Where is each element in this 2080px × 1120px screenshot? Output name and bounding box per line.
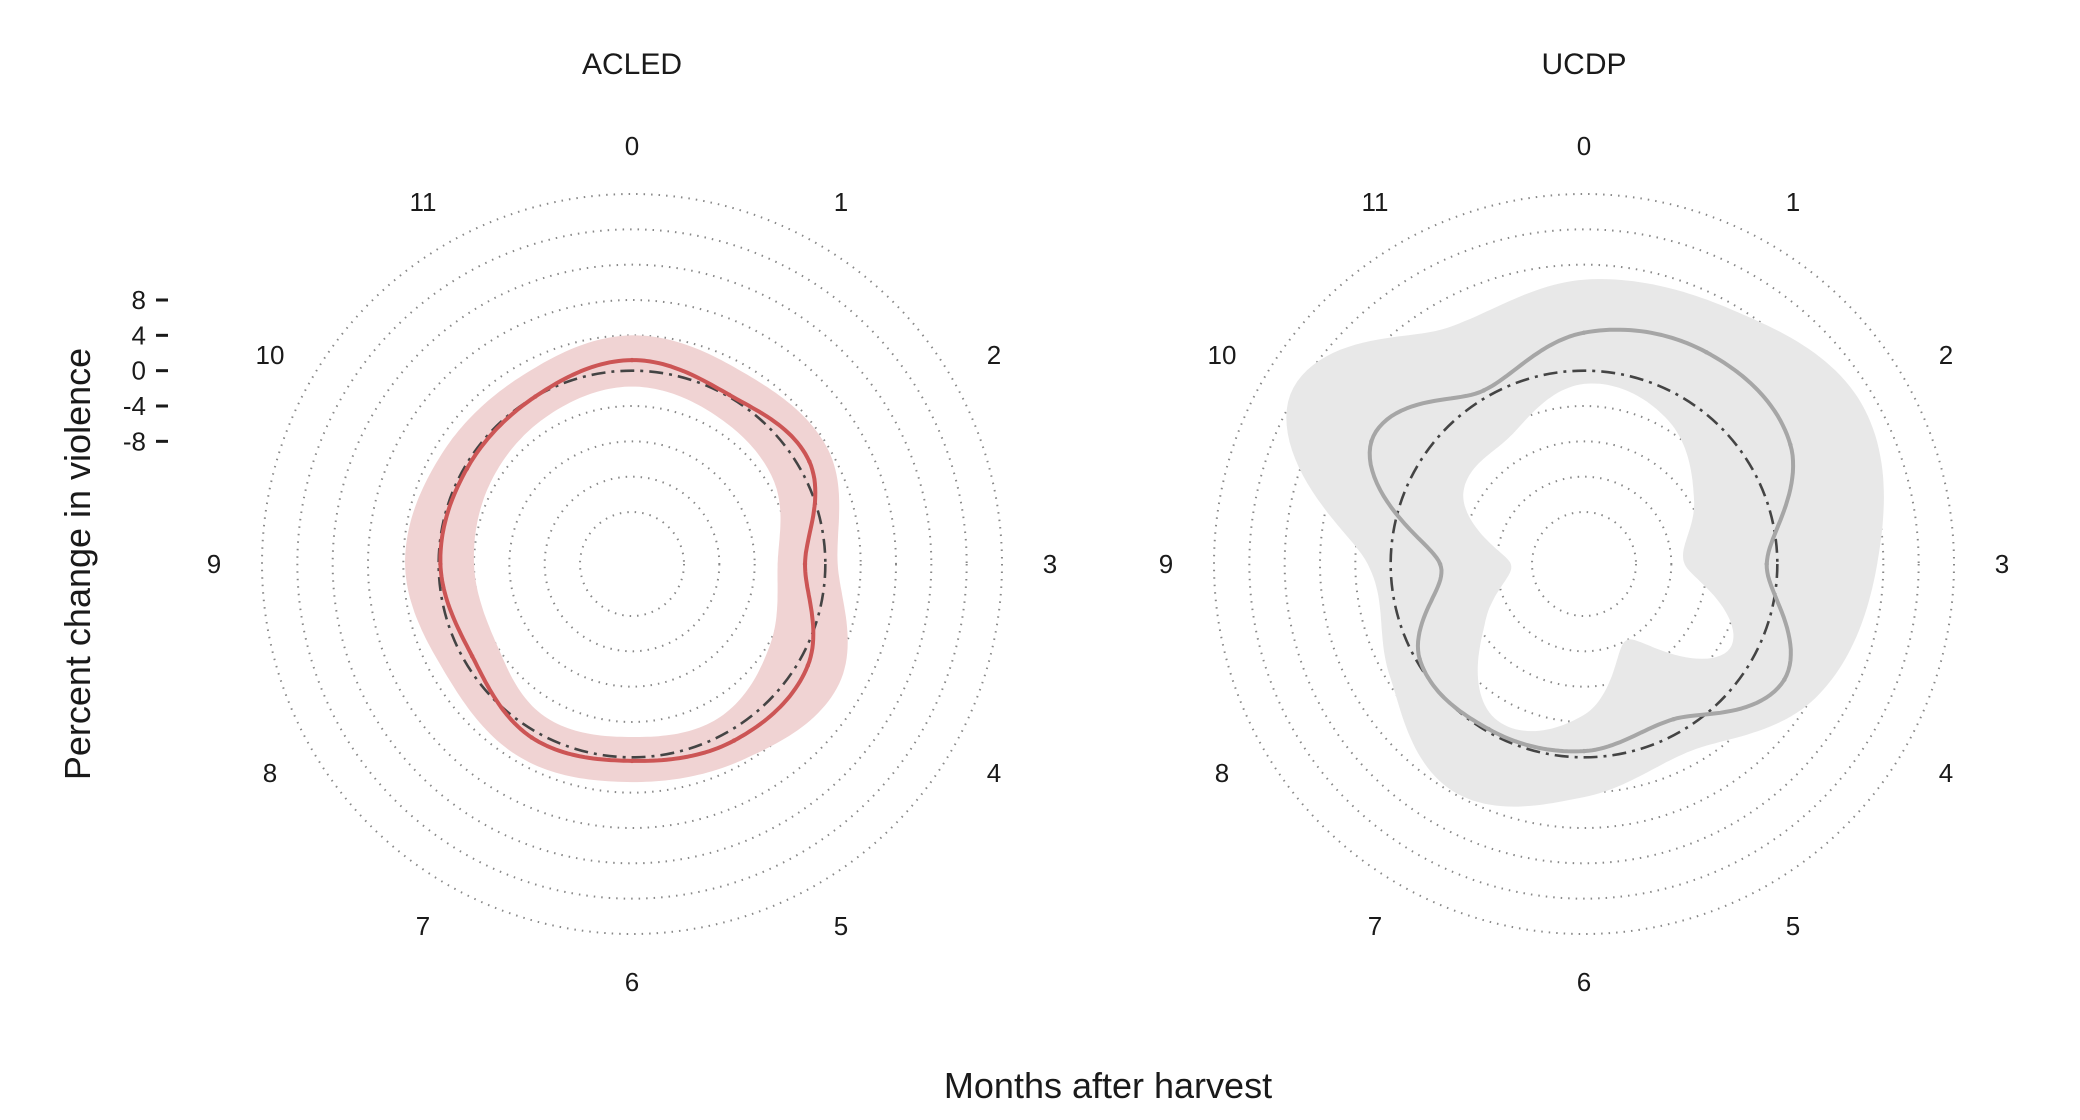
acled-month-label-9: 9 (207, 549, 221, 579)
acled-point-month-6 (629, 758, 635, 764)
ucdp-grid-ring (1213, 193, 1955, 935)
acled-month-label-3: 3 (1043, 549, 1057, 579)
acled-point-month-2 (807, 459, 812, 464)
y-tick-group: 8 4 0 -4 -8 (123, 285, 168, 456)
ucdp-confidence-band (1286, 279, 1884, 807)
ucdp-month-label-6: 6 (1577, 967, 1591, 997)
ucdp-month-label-11: 11 (1362, 187, 1389, 217)
ucdp-month-label-0: 0 (1577, 131, 1591, 161)
acled-grid-ring (261, 193, 1003, 935)
acled-panel-title: ACLED (582, 48, 682, 81)
ucdp-point-month-11 (1481, 388, 1487, 393)
ucdp-month-label-4: 4 (1939, 758, 1953, 788)
y-axis: Percent change in violence 8 4 0 -4 -8 (57, 285, 168, 780)
acled-panel: ACLED 0 1 2 3 4 5 6 7 8 9 10 11 (207, 48, 1057, 997)
acled-grid-ring (402, 334, 862, 794)
acled-point-month-8 (470, 654, 475, 659)
acled-confidence-band (405, 335, 848, 783)
acled-zero-reference-line (437, 369, 827, 759)
ucdp-panel: UCDP 0 1 2 3 4 5 6 7 8 9 10 11 (1159, 48, 2009, 997)
ucdp-zero-reference-line (1389, 369, 1779, 759)
ucdp-month-label-7: 7 (1368, 911, 1382, 941)
ucdp-point-month-8 (1417, 656, 1422, 662)
ucdp-point-month-10 (1369, 439, 1374, 444)
ucdp-point-month-3 (1764, 561, 1769, 567)
y-tick-label: -4 (123, 391, 146, 421)
acled-grid-ring (331, 263, 933, 865)
acled-month-label-10: 10 (256, 340, 285, 370)
acled-grid-ring (508, 440, 756, 688)
acled-month-label-5: 5 (834, 911, 848, 941)
ucdp-point-month-5 (1671, 717, 1676, 722)
acled-month-label-0: 0 (625, 131, 639, 161)
acled-point-month-0 (629, 357, 635, 363)
ucdp-point-month-6 (1581, 748, 1587, 754)
ucdp-month-label-3: 3 (1995, 549, 2009, 579)
ucdp-month-label-1: 1 (1786, 187, 1800, 217)
acled-point-month-7 (529, 735, 534, 740)
acled-point-month-9 (438, 561, 443, 567)
acled-grid-ring (543, 475, 721, 653)
acled-point-month-3 (802, 561, 808, 567)
ucdp-panel-title: UCDP (1541, 48, 1626, 81)
acled-grid-ring (579, 511, 685, 617)
ucdp-grid-ring (1248, 228, 1920, 900)
y-axis-title: Percent change in violence (57, 348, 98, 780)
acled-month-label-7: 7 (416, 911, 430, 941)
ucdp-month-label-5: 5 (1786, 911, 1800, 941)
ucdp-grid-ring (1495, 475, 1673, 653)
acled-grid-ring (367, 299, 897, 829)
acled-point-month-5 (731, 738, 737, 743)
ucdp-month-label-2: 2 (1939, 340, 1953, 370)
acled-month-label-4: 4 (987, 758, 1001, 788)
ucdp-month-label-10: 10 (1208, 340, 1237, 370)
acled-point-month-11 (533, 394, 538, 399)
acled-month-label-11: 11 (410, 187, 437, 217)
ucdp-point-month-7 (1486, 726, 1491, 732)
acled-month-label-8: 8 (263, 758, 277, 788)
ucdp-point-month-2 (1788, 442, 1793, 447)
acled-month-label-2: 2 (987, 340, 1001, 370)
acled-grid-ring (296, 228, 968, 900)
ucdp-point-month-4 (1782, 677, 1787, 682)
acled-month-label-1: 1 (834, 187, 848, 217)
y-tick-label: -8 (123, 426, 146, 456)
acled-month-label-6: 6 (625, 967, 639, 997)
ucdp-month-label-9: 9 (1159, 549, 1173, 579)
acled-point-month-4 (805, 663, 810, 668)
ucdp-grid-ring (1283, 263, 1885, 865)
acled-grid-ring (473, 405, 791, 723)
ucdp-point-month-9 (1437, 561, 1443, 567)
ucdp-grid-ring (1531, 511, 1637, 617)
acled-point-month-10 (464, 466, 470, 471)
x-axis-title: Months after harvest (944, 1065, 1272, 1106)
ucdp-month-label-8: 8 (1215, 758, 1229, 788)
acled-point-month-1 (727, 392, 732, 398)
ucdp-point-month-1 (1704, 350, 1709, 355)
y-tick-label: 4 (132, 320, 146, 350)
y-tick-label: 0 (132, 356, 146, 386)
ucdp-point-month-0 (1581, 330, 1587, 335)
y-tick-label: 8 (132, 285, 146, 315)
